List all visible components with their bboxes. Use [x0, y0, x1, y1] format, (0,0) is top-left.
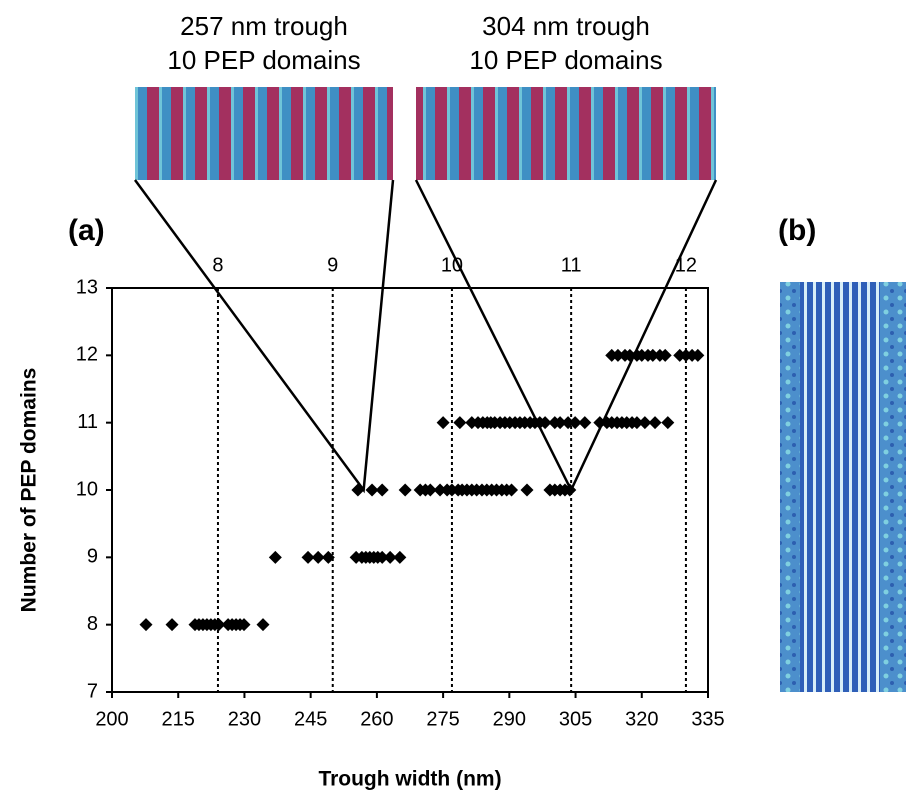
data-point: [433, 483, 447, 497]
data-point: [691, 348, 705, 362]
x2-tick-label: 9: [327, 254, 338, 276]
data-point: [538, 416, 552, 430]
afm-inset: [135, 87, 393, 180]
y-tick-label: 13: [76, 276, 98, 298]
data-point: [630, 416, 644, 430]
x-tick-label: 200: [95, 708, 128, 730]
x-tick-label: 215: [162, 708, 195, 730]
y-tick-label: 11: [77, 411, 98, 433]
inset-title: 10 PEP domains: [167, 45, 360, 75]
data-point: [646, 348, 660, 362]
data-point: [520, 483, 534, 497]
data-point: [638, 416, 652, 430]
data-point: [593, 416, 607, 430]
y-tick-label: 7: [87, 680, 98, 702]
y-tick-label: 10: [76, 478, 98, 500]
data-point: [611, 348, 625, 362]
x2-tick-label: 8: [212, 254, 223, 276]
inset-title: 257 nm trough: [180, 11, 348, 41]
data-point: [578, 416, 592, 430]
x-tick-label: 305: [559, 708, 592, 730]
data-point: [268, 550, 282, 564]
data-point: [398, 483, 412, 497]
x-tick-label: 335: [691, 708, 724, 730]
data-point: [301, 550, 315, 564]
x-tick-label: 230: [228, 708, 261, 730]
inset-images: [135, 87, 716, 180]
y-tick-label: 9: [87, 546, 98, 568]
inset-title: 10 PEP domains: [469, 45, 662, 75]
data-point: [661, 416, 675, 430]
data-point: [237, 618, 251, 632]
data-point: [375, 483, 389, 497]
x2-tick-label: 12: [675, 254, 697, 276]
x-tick-label: 245: [294, 708, 327, 730]
x2-tick-label: 11: [561, 254, 582, 276]
data-point: [139, 618, 153, 632]
data-point: [212, 618, 226, 632]
data-point: [505, 483, 519, 497]
data-point: [383, 550, 397, 564]
y-tick-label: 8: [87, 613, 98, 635]
data-point: [623, 348, 637, 362]
y-tick-label: 12: [76, 344, 98, 366]
x-tick-label: 260: [360, 708, 393, 730]
inset-title: 304 nm trough: [482, 11, 650, 41]
panel-label: (b): [778, 214, 816, 247]
data-point: [553, 416, 567, 430]
data-point: [365, 483, 379, 497]
afm-lamellae: [800, 282, 880, 692]
data-point: [393, 550, 407, 564]
data-point: [453, 416, 467, 430]
callout-line: [414, 179, 718, 493]
data-point: [375, 550, 389, 564]
panel-b-image: [780, 282, 906, 692]
data-point: [321, 550, 335, 564]
x-tick-label: 275: [426, 708, 459, 730]
data-point: [311, 550, 325, 564]
y-axis-title: Number of PEP domains: [18, 368, 41, 613]
x-tick-label: 290: [493, 708, 526, 730]
data-point: [648, 416, 662, 430]
data-point: [256, 618, 270, 632]
data-point: [568, 416, 582, 430]
x-tick-label: 320: [625, 708, 658, 730]
data-point: [563, 483, 577, 497]
data-point: [165, 618, 179, 632]
afm-inset: [416, 87, 716, 180]
data-point: [561, 416, 575, 430]
data-point: [436, 416, 450, 430]
data-point: [658, 348, 672, 362]
x-axis-title: Trough width (nm): [318, 768, 501, 791]
data-point: [351, 483, 365, 497]
panel-label: (a): [68, 214, 105, 247]
data-point: [423, 483, 437, 497]
callout-line: [133, 179, 395, 494]
x2-tick-label: 10: [441, 254, 463, 276]
